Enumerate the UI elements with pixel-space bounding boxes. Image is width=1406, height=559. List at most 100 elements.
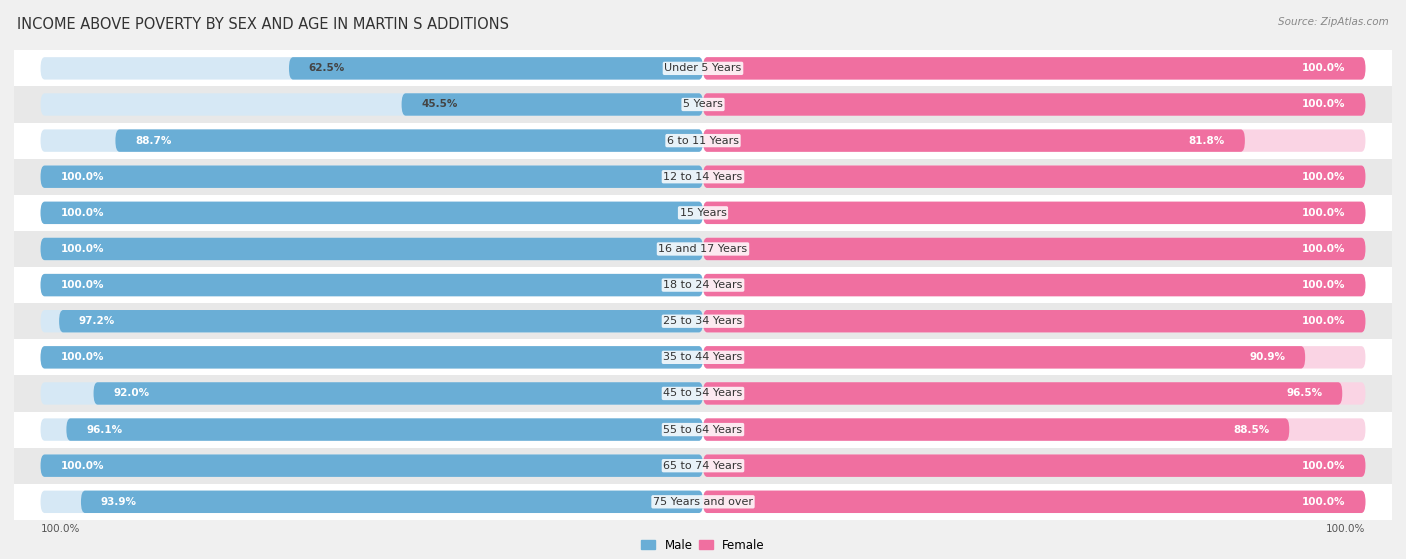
FancyBboxPatch shape bbox=[703, 418, 1289, 440]
FancyBboxPatch shape bbox=[41, 346, 703, 368]
FancyBboxPatch shape bbox=[14, 376, 1392, 411]
Text: 35 to 44 Years: 35 to 44 Years bbox=[664, 352, 742, 362]
FancyBboxPatch shape bbox=[703, 274, 1365, 296]
FancyBboxPatch shape bbox=[703, 454, 1365, 477]
Text: 6 to 11 Years: 6 to 11 Years bbox=[666, 136, 740, 145]
FancyBboxPatch shape bbox=[41, 238, 703, 260]
Text: 100.0%: 100.0% bbox=[1302, 172, 1346, 182]
Text: 100.0%: 100.0% bbox=[60, 208, 104, 218]
FancyBboxPatch shape bbox=[41, 93, 703, 116]
FancyBboxPatch shape bbox=[115, 130, 703, 152]
Text: 100.0%: 100.0% bbox=[1302, 208, 1346, 218]
FancyBboxPatch shape bbox=[41, 454, 703, 477]
FancyBboxPatch shape bbox=[41, 202, 703, 224]
FancyBboxPatch shape bbox=[41, 454, 703, 477]
FancyBboxPatch shape bbox=[41, 418, 703, 440]
FancyBboxPatch shape bbox=[14, 267, 1392, 303]
FancyBboxPatch shape bbox=[41, 274, 703, 296]
Text: 100.0%: 100.0% bbox=[1302, 461, 1346, 471]
Text: 25 to 34 Years: 25 to 34 Years bbox=[664, 316, 742, 326]
Text: 100.0%: 100.0% bbox=[1302, 497, 1346, 507]
Text: 97.2%: 97.2% bbox=[79, 316, 115, 326]
FancyBboxPatch shape bbox=[703, 202, 1365, 224]
FancyBboxPatch shape bbox=[14, 231, 1392, 267]
FancyBboxPatch shape bbox=[703, 238, 1365, 260]
FancyBboxPatch shape bbox=[703, 346, 1365, 368]
FancyBboxPatch shape bbox=[290, 57, 703, 79]
FancyBboxPatch shape bbox=[14, 87, 1392, 122]
FancyBboxPatch shape bbox=[66, 418, 703, 440]
Text: 5 Years: 5 Years bbox=[683, 100, 723, 110]
FancyBboxPatch shape bbox=[14, 303, 1392, 339]
Text: 18 to 24 Years: 18 to 24 Years bbox=[664, 280, 742, 290]
Text: 96.1%: 96.1% bbox=[86, 425, 122, 434]
FancyBboxPatch shape bbox=[703, 130, 1244, 152]
FancyBboxPatch shape bbox=[41, 130, 703, 152]
FancyBboxPatch shape bbox=[14, 484, 1392, 520]
FancyBboxPatch shape bbox=[14, 195, 1392, 231]
Text: INCOME ABOVE POVERTY BY SEX AND AGE IN MARTIN S ADDITIONS: INCOME ABOVE POVERTY BY SEX AND AGE IN M… bbox=[17, 17, 509, 32]
FancyBboxPatch shape bbox=[703, 130, 1365, 152]
FancyBboxPatch shape bbox=[703, 57, 1365, 79]
FancyBboxPatch shape bbox=[703, 165, 1365, 188]
Text: 16 and 17 Years: 16 and 17 Years bbox=[658, 244, 748, 254]
FancyBboxPatch shape bbox=[703, 346, 1305, 368]
Text: 88.7%: 88.7% bbox=[135, 136, 172, 145]
FancyBboxPatch shape bbox=[14, 159, 1392, 195]
FancyBboxPatch shape bbox=[703, 454, 1365, 477]
Text: 88.5%: 88.5% bbox=[1233, 425, 1270, 434]
FancyBboxPatch shape bbox=[703, 418, 1365, 440]
Text: 90.9%: 90.9% bbox=[1250, 352, 1285, 362]
FancyBboxPatch shape bbox=[703, 382, 1365, 405]
Text: 45 to 54 Years: 45 to 54 Years bbox=[664, 389, 742, 399]
Legend: Male, Female: Male, Female bbox=[637, 534, 769, 556]
Text: 62.5%: 62.5% bbox=[309, 63, 344, 73]
Text: 100.0%: 100.0% bbox=[60, 352, 104, 362]
FancyBboxPatch shape bbox=[703, 202, 1365, 224]
FancyBboxPatch shape bbox=[14, 411, 1392, 448]
FancyBboxPatch shape bbox=[14, 448, 1392, 484]
FancyBboxPatch shape bbox=[703, 491, 1365, 513]
FancyBboxPatch shape bbox=[41, 491, 703, 513]
Text: 100.0%: 100.0% bbox=[41, 524, 80, 534]
FancyBboxPatch shape bbox=[94, 382, 703, 405]
Text: 81.8%: 81.8% bbox=[1188, 136, 1225, 145]
FancyBboxPatch shape bbox=[41, 238, 703, 260]
Text: 100.0%: 100.0% bbox=[1302, 280, 1346, 290]
FancyBboxPatch shape bbox=[41, 274, 703, 296]
FancyBboxPatch shape bbox=[41, 382, 703, 405]
Text: 65 to 74 Years: 65 to 74 Years bbox=[664, 461, 742, 471]
Text: 100.0%: 100.0% bbox=[1302, 63, 1346, 73]
Text: 100.0%: 100.0% bbox=[1326, 524, 1365, 534]
FancyBboxPatch shape bbox=[41, 346, 703, 368]
FancyBboxPatch shape bbox=[703, 274, 1365, 296]
FancyBboxPatch shape bbox=[703, 238, 1365, 260]
Text: 92.0%: 92.0% bbox=[114, 389, 149, 399]
Text: 100.0%: 100.0% bbox=[60, 172, 104, 182]
Text: 55 to 64 Years: 55 to 64 Years bbox=[664, 425, 742, 434]
FancyBboxPatch shape bbox=[41, 165, 703, 188]
Text: 100.0%: 100.0% bbox=[1302, 100, 1346, 110]
FancyBboxPatch shape bbox=[41, 202, 703, 224]
Text: 45.5%: 45.5% bbox=[422, 100, 458, 110]
FancyBboxPatch shape bbox=[703, 93, 1365, 116]
FancyBboxPatch shape bbox=[82, 491, 703, 513]
Text: 96.5%: 96.5% bbox=[1286, 389, 1323, 399]
FancyBboxPatch shape bbox=[703, 491, 1365, 513]
Text: 100.0%: 100.0% bbox=[60, 280, 104, 290]
Text: 93.9%: 93.9% bbox=[101, 497, 136, 507]
Text: 100.0%: 100.0% bbox=[60, 244, 104, 254]
Text: Source: ZipAtlas.com: Source: ZipAtlas.com bbox=[1278, 17, 1389, 27]
FancyBboxPatch shape bbox=[41, 57, 703, 79]
FancyBboxPatch shape bbox=[703, 93, 1365, 116]
Text: 12 to 14 Years: 12 to 14 Years bbox=[664, 172, 742, 182]
Text: 75 Years and over: 75 Years and over bbox=[652, 497, 754, 507]
FancyBboxPatch shape bbox=[41, 165, 703, 188]
FancyBboxPatch shape bbox=[59, 310, 703, 333]
FancyBboxPatch shape bbox=[14, 50, 1392, 87]
Text: Under 5 Years: Under 5 Years bbox=[665, 63, 741, 73]
FancyBboxPatch shape bbox=[41, 310, 703, 333]
Text: 15 Years: 15 Years bbox=[679, 208, 727, 218]
FancyBboxPatch shape bbox=[703, 165, 1365, 188]
FancyBboxPatch shape bbox=[703, 57, 1365, 79]
